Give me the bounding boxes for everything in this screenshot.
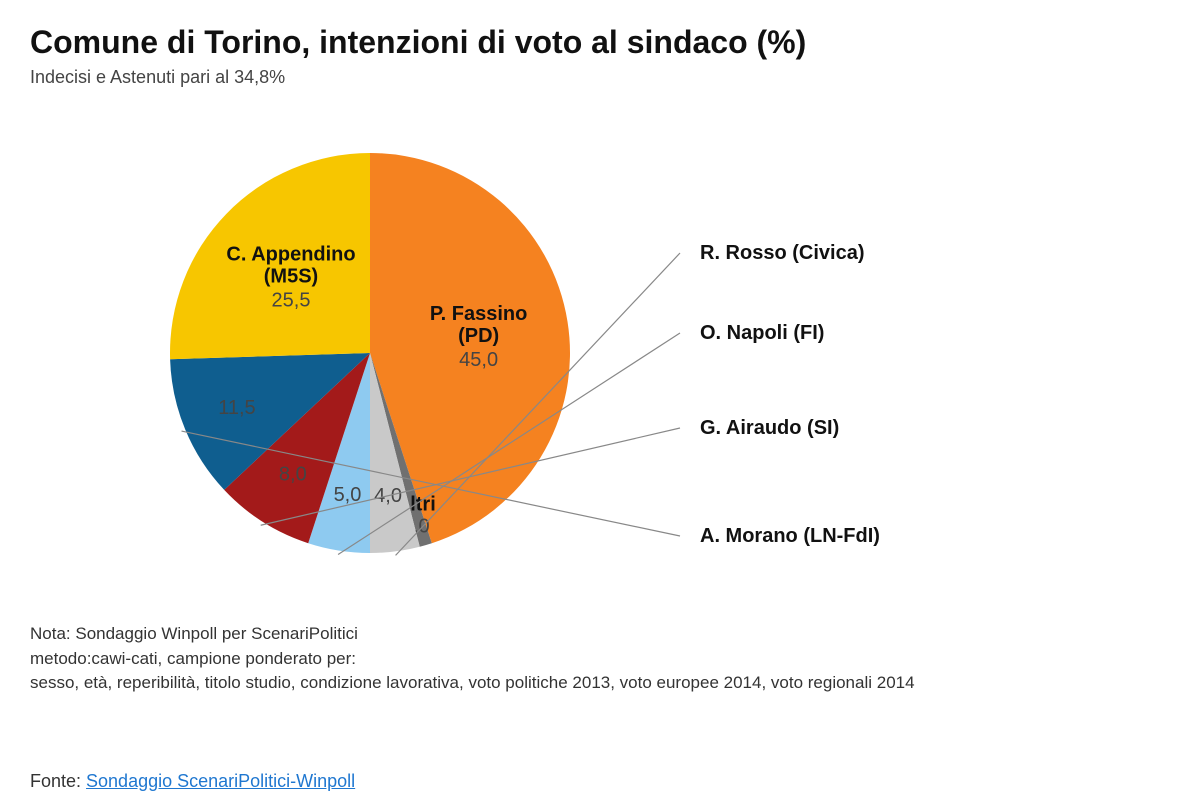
slice-value: 8,0 xyxy=(279,464,307,486)
side-label: R. Rosso (Civica) xyxy=(700,242,864,264)
chart-title: Comune di Torino, intenzioni di voto al … xyxy=(30,24,1170,61)
slice-label: (PD) xyxy=(458,325,499,347)
note-line: metodo:cawi-cati, campione ponderato per… xyxy=(30,647,1170,672)
chart-subtitle: Indecisi e Astenuti pari al 34,8% xyxy=(30,67,1170,88)
slice-value: 45,0 xyxy=(459,349,498,371)
source-prefix: Fonte: xyxy=(30,771,86,791)
slice-value: 11,5 xyxy=(218,397,255,419)
pie-chart: P. Fassino(PD)45,0Altri1,04,0R. Rosso (C… xyxy=(30,98,1170,618)
slice-label: P. Fassino xyxy=(430,303,527,325)
note-line: Nota: Sondaggio Winpoll per ScenariPolit… xyxy=(30,622,1170,647)
source-link[interactable]: Sondaggio ScenariPolitici-Winpoll xyxy=(86,771,355,791)
slice-value: 25,5 xyxy=(272,289,311,311)
chart-source: Fonte: Sondaggio ScenariPolitici-Winpoll xyxy=(30,771,355,792)
note-line: sesso, età, reperibilità, titolo studio,… xyxy=(30,671,1170,696)
slice-label: (M5S) xyxy=(264,265,318,287)
side-label: O. Napoli (FI) xyxy=(700,322,824,344)
chart-notes: Nota: Sondaggio Winpoll per ScenariPolit… xyxy=(30,622,1170,696)
side-label: A. Morano (LN-FdI) xyxy=(700,525,880,547)
side-label: G. Airaudo (SI) xyxy=(700,417,839,439)
slice-label: C. Appendino xyxy=(226,243,355,265)
